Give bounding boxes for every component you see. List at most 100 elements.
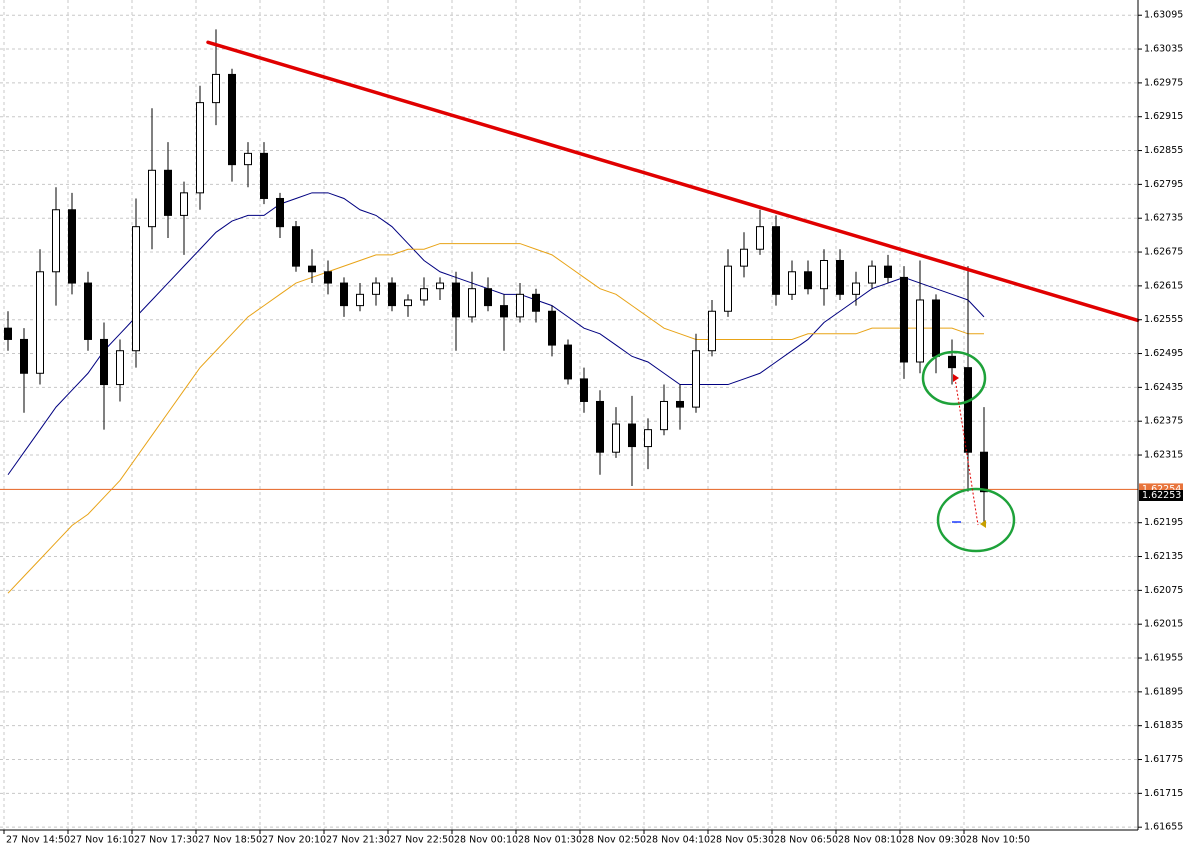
price-level-label-box xyxy=(1139,483,1183,495)
candle-body xyxy=(340,282,348,307)
y-tick-label: 1.62615 xyxy=(1144,280,1183,291)
candle-layer xyxy=(4,29,988,526)
order-marker xyxy=(953,374,959,382)
candle-body xyxy=(436,282,444,290)
candle-body xyxy=(772,226,780,295)
candle-body xyxy=(948,355,956,369)
candle-body xyxy=(68,209,76,284)
candle-body xyxy=(916,299,924,363)
candle-body xyxy=(708,310,716,352)
x-tick-label: 28 Nov 08:10 xyxy=(838,835,902,846)
x-tick-label: 27 Nov 20:10 xyxy=(262,835,326,846)
x-tick-label: 27 Nov 17:30 xyxy=(134,835,198,846)
y-tick-label: 1.63035 xyxy=(1144,44,1183,55)
candle-body xyxy=(884,265,892,278)
x-tick-label: 28 Nov 10:50 xyxy=(966,835,1030,846)
x-tick-label: 27 Nov 16:10 xyxy=(70,835,134,846)
moving-average-line xyxy=(7,243,984,594)
x-tick-label: 28 Nov 01:30 xyxy=(518,835,582,846)
price-level-label: 1.62254 xyxy=(1142,484,1181,495)
candle-body xyxy=(756,226,764,250)
y-tick-label: 1.62675 xyxy=(1144,247,1183,258)
x-tick-label: 28 Nov 04:10 xyxy=(646,835,710,846)
candle-body xyxy=(964,367,972,453)
candle-body xyxy=(580,378,588,402)
y-tick-label: 1.62735 xyxy=(1144,213,1183,224)
candle-body xyxy=(292,226,300,267)
x-tick-label: 27 Nov 14:50 xyxy=(6,835,70,846)
candle-body xyxy=(596,400,604,453)
candle-body xyxy=(692,350,700,408)
x-tick-label: 27 Nov 21:30 xyxy=(326,835,390,846)
annotation-layer xyxy=(0,40,1140,491)
bid-label: 1.62253 xyxy=(1142,490,1181,501)
candle-body xyxy=(36,271,44,374)
candle-body xyxy=(84,282,92,340)
y-tick-label: 1.63095 xyxy=(1144,10,1183,21)
highlight-circle xyxy=(921,350,987,406)
candle-body xyxy=(484,288,492,307)
y-tick-label: 1.62855 xyxy=(1144,145,1183,156)
candle-body xyxy=(468,288,476,318)
y-tick-label: 1.62135 xyxy=(1144,551,1183,562)
candle-body xyxy=(308,265,316,273)
candle-body xyxy=(260,152,268,199)
candle-body xyxy=(980,451,988,493)
x-tick-label: 27 Nov 18:50 xyxy=(198,835,262,846)
candle-body xyxy=(52,209,60,273)
candle-body xyxy=(804,271,812,290)
candle-body xyxy=(820,260,828,290)
candle-body xyxy=(356,293,364,307)
candle-body xyxy=(212,73,220,104)
y-tick-label: 1.61715 xyxy=(1144,788,1183,799)
y-tick-label: 1.61835 xyxy=(1144,720,1183,731)
x-tick-label: 28 Nov 05:30 xyxy=(710,835,774,846)
candle-body xyxy=(788,271,796,295)
candle-body xyxy=(148,169,156,228)
candle-body xyxy=(628,423,636,448)
x-tick-label: 28 Nov 09:30 xyxy=(902,835,966,846)
candle-body xyxy=(20,338,28,374)
candle-body xyxy=(132,226,140,352)
candle-body xyxy=(180,192,188,216)
candle-body xyxy=(852,282,860,295)
y-tick-label: 1.62015 xyxy=(1144,619,1183,630)
y-tick-label: 1.62375 xyxy=(1144,416,1183,427)
y-tick-label: 1.61895 xyxy=(1144,686,1183,697)
candle-body xyxy=(660,400,668,431)
candle-body xyxy=(532,293,540,312)
order-marker xyxy=(980,520,986,528)
x-tick-label: 27 Nov 22:50 xyxy=(390,835,454,846)
candle-body xyxy=(196,102,204,194)
candle-body xyxy=(244,152,252,166)
candle-body xyxy=(564,344,572,380)
y-tick-label: 1.61775 xyxy=(1144,754,1183,765)
y-tick-label: 1.62495 xyxy=(1144,348,1183,359)
y-tick-label: 1.62795 xyxy=(1144,179,1183,190)
candle-body xyxy=(900,276,908,363)
candle-body xyxy=(164,169,172,216)
y-tick-label: 1.62915 xyxy=(1144,111,1183,122)
candle-body xyxy=(452,282,460,318)
candle-body xyxy=(548,310,556,346)
y-tick-label: 1.61655 xyxy=(1144,822,1183,833)
y-tick-label: 1.62195 xyxy=(1144,517,1183,528)
candle-body xyxy=(116,350,124,386)
axis-layer: 1.63095 1.63035 1.62975 1.62915 1.62855 1.627… xyxy=(3,10,1183,846)
trade-arrow xyxy=(954,377,979,526)
x-tick-label: 28 Nov 06:50 xyxy=(774,835,838,846)
candle-body xyxy=(676,400,684,408)
trendline xyxy=(206,40,1140,323)
candle-body xyxy=(724,265,732,312)
candle-body xyxy=(516,293,524,318)
y-tick-label: 1.61955 xyxy=(1144,653,1183,664)
candle-body xyxy=(836,260,844,295)
moving-average-line xyxy=(7,192,985,476)
y-tick-label: 1.62075 xyxy=(1144,585,1183,596)
candle-body xyxy=(324,271,332,284)
candle-body xyxy=(644,429,652,448)
candle-body xyxy=(932,299,940,357)
